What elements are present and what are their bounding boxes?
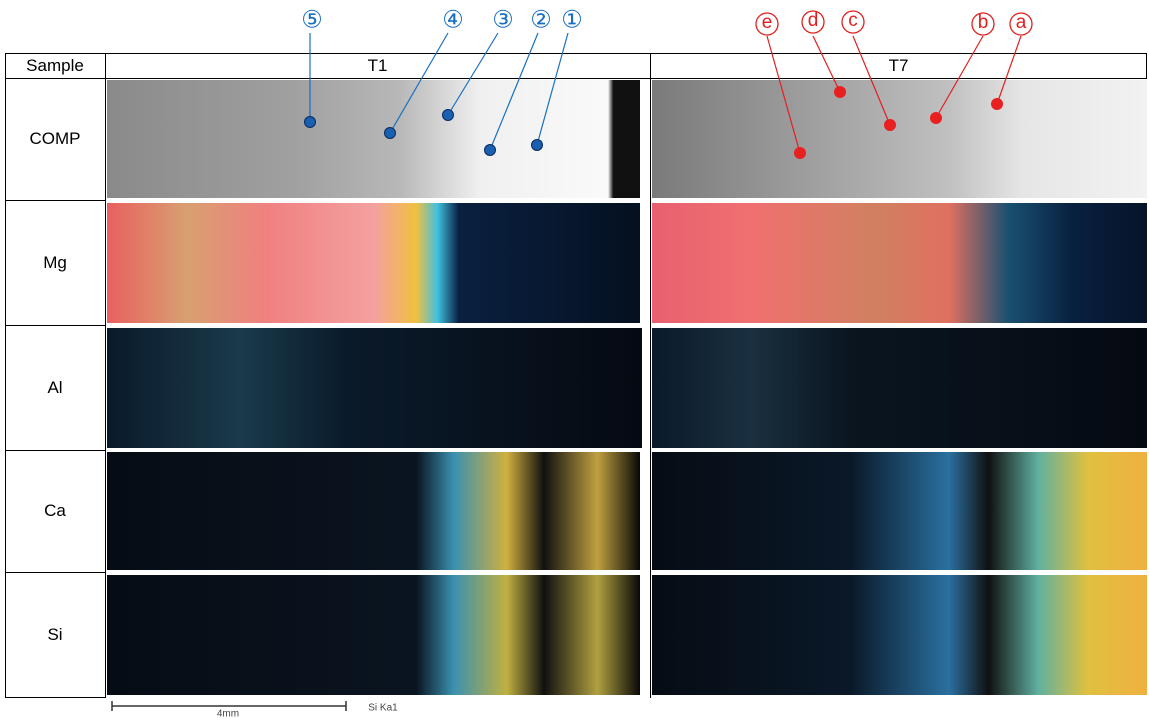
marker-label: ② [530,6,552,33]
marker-label: ③ [492,6,514,33]
marker-label: a [1016,12,1027,33]
marker-label: b [978,12,989,33]
marker-label: c [848,10,858,31]
scale-bar-label: 4mm [217,709,239,720]
marker-label: ① [561,6,583,33]
annotations: ⑤ ④ ③ ② ① e d c b a [0,0,1149,722]
figure: Sample T1 T7 COMP Mg Al Ca Si [0,0,1149,722]
marker-label: ④ [442,6,464,33]
marker-label: ⑤ [301,6,323,33]
marker-label: e [762,12,773,33]
marker-label: d [808,10,819,31]
map-label: Si Ka1 [368,703,398,714]
